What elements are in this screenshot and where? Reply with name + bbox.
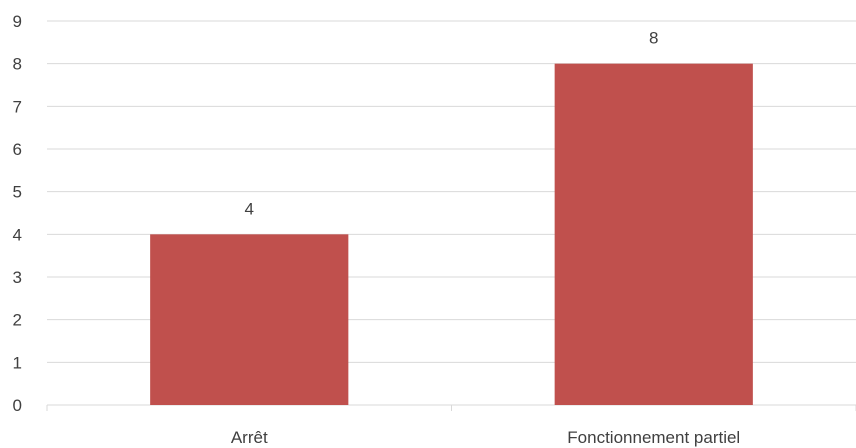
y-tick-label: 9 <box>13 12 22 31</box>
y-tick-label: 2 <box>13 311 22 330</box>
y-tick-label: 8 <box>13 55 22 74</box>
y-tick-label: 4 <box>13 225 22 244</box>
y-tick-label: 6 <box>13 140 22 159</box>
y-tick-label: 1 <box>13 353 22 372</box>
y-tick-label: 3 <box>13 268 22 287</box>
x-category-label: Arrêt <box>231 428 268 447</box>
y-tick-label: 0 <box>13 396 22 415</box>
data-label: 4 <box>245 199 254 218</box>
y-tick-label: 7 <box>13 97 22 116</box>
bar <box>554 63 753 406</box>
data-label: 8 <box>649 29 658 48</box>
x-category-label: Fonctionnement partiel <box>567 428 740 447</box>
bar <box>150 234 349 405</box>
y-tick-label: 5 <box>13 183 22 202</box>
